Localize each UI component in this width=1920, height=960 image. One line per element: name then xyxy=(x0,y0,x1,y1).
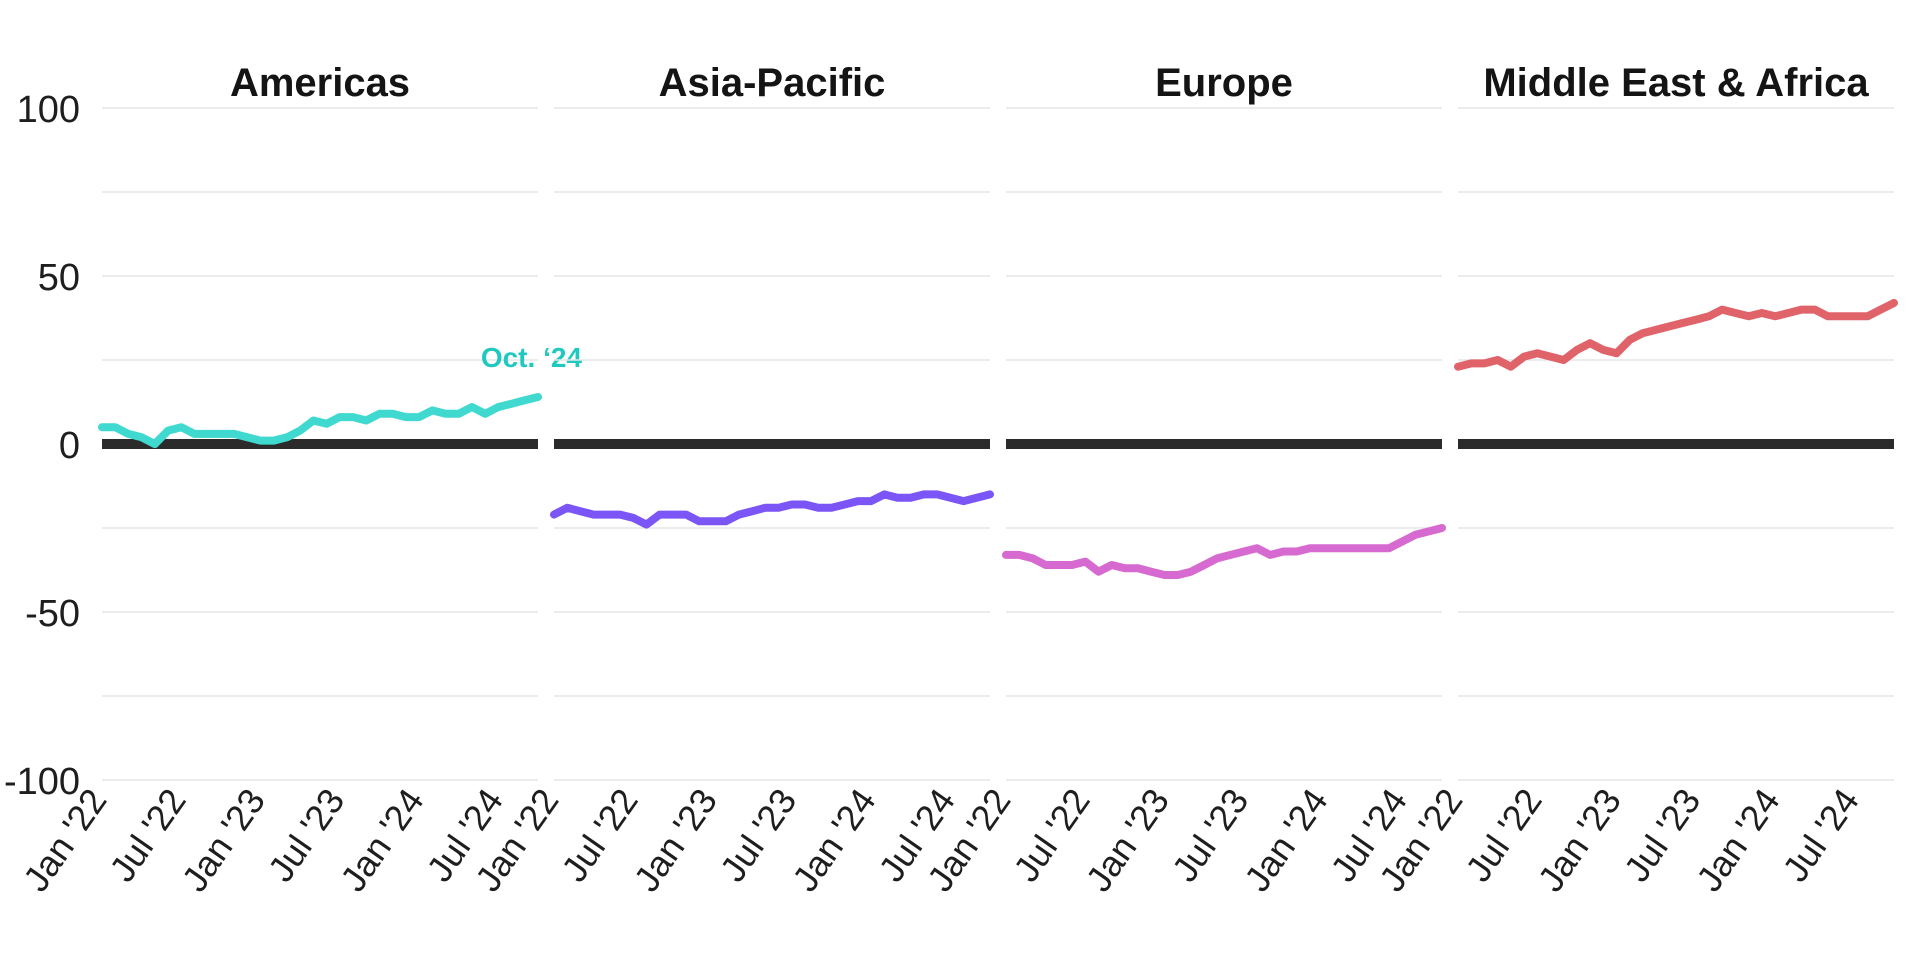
panel-title: Americas xyxy=(230,61,410,105)
series-line xyxy=(550,490,994,529)
x-tick-label: Jan '24 xyxy=(784,781,884,899)
series-line xyxy=(1454,298,1898,371)
x-tick-label: Jan '24 xyxy=(1236,781,1336,899)
x-tick-label: Jul '24 xyxy=(1774,781,1867,889)
panel-title: Asia-Pacific xyxy=(659,61,886,105)
annotation-label: Oct. ‘24 xyxy=(481,342,583,373)
panel-title: Middle East & Africa xyxy=(1483,61,1869,105)
x-tick-label: Jan '23 xyxy=(1078,781,1178,899)
y-tick-label: -50 xyxy=(25,593,80,635)
x-tick-label: Jan '23 xyxy=(626,781,726,899)
panel-title: Europe xyxy=(1155,61,1293,105)
y-tick-label: 100 xyxy=(17,89,80,131)
y-tick-label: 0 xyxy=(59,425,80,467)
y-tick-label: 50 xyxy=(38,257,80,299)
x-tick-label: Jan '24 xyxy=(332,781,432,899)
series-line xyxy=(98,393,542,448)
y-tick-label: -100 xyxy=(4,761,80,803)
x-tick-label: Jan '23 xyxy=(174,781,274,899)
x-tick-label: Jan '24 xyxy=(1688,781,1788,899)
x-tick-label: Jan '23 xyxy=(1530,781,1630,899)
series-line xyxy=(1002,524,1446,579)
y-axis: 100 50 0 -50 -100 xyxy=(4,89,80,803)
